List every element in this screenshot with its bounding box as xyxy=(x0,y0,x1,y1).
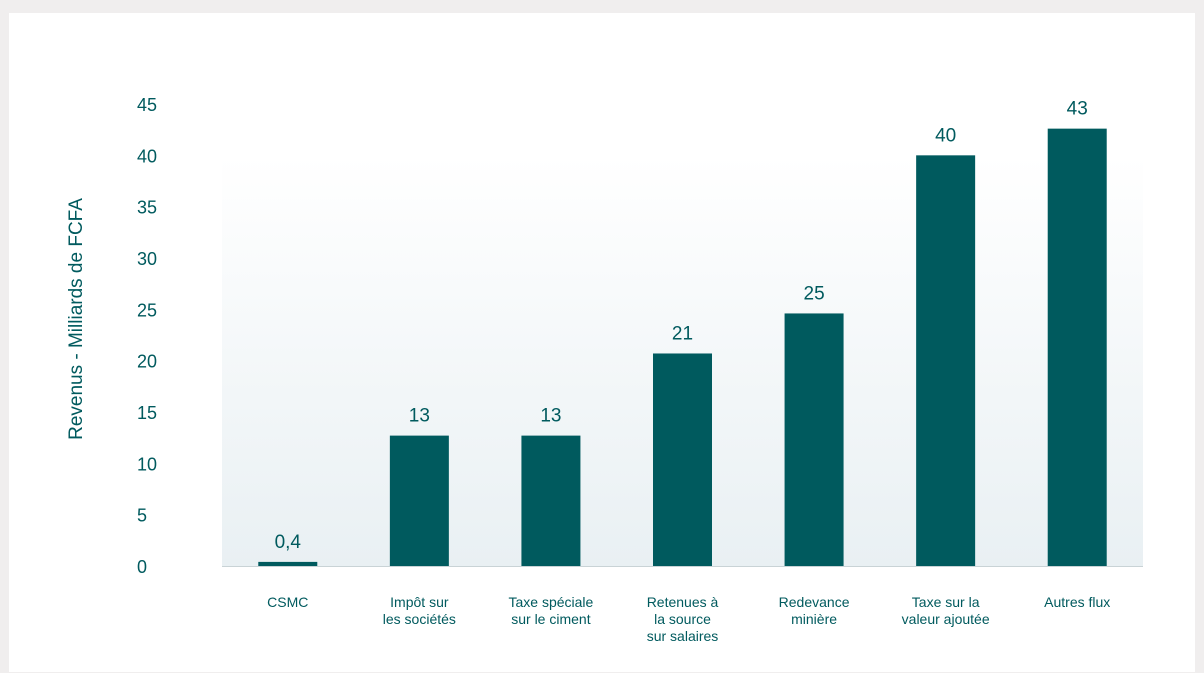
bar-chart: 0 5 10 15 20 25 30 35 40 45 0,4 13 13 21 25 40 43 CSMC I… xyxy=(66,95,1143,644)
bar xyxy=(389,435,449,566)
bar xyxy=(521,435,581,566)
category-label: Taxe spéciale sur le ciment xyxy=(509,594,594,627)
data-label: 25 xyxy=(804,283,825,304)
y-axis: 0 5 10 15 20 25 30 35 40 45 xyxy=(137,95,157,577)
y-tick-label: 30 xyxy=(137,249,157,269)
bar xyxy=(916,155,976,567)
category-label: Impôt sur les sociétés xyxy=(383,594,456,627)
category-label: CSMC xyxy=(267,594,308,610)
data-label: 13 xyxy=(409,406,430,427)
y-tick-label: 0 xyxy=(137,557,147,577)
y-tick-label: 5 xyxy=(137,506,147,526)
chart-card: 0 5 10 15 20 25 30 35 40 45 0,4 13 13 21 25 40 43 CSMC I… xyxy=(9,13,1195,672)
y-tick-label: 45 xyxy=(137,95,157,115)
category-label: Redevance minière xyxy=(779,594,850,627)
y-tick-label: 35 xyxy=(137,198,157,218)
y-tick-label: 10 xyxy=(137,454,157,474)
bar xyxy=(653,353,712,566)
bar xyxy=(1047,128,1107,566)
y-tick-label: 25 xyxy=(137,300,157,320)
x-axis: CSMC Impôt sur les sociétés Taxe spéciale su… xyxy=(222,566,1143,644)
bar xyxy=(784,313,844,566)
y-tick-label: 20 xyxy=(137,352,157,372)
bar xyxy=(258,561,318,566)
data-label: 21 xyxy=(672,323,693,344)
category-label: Autres flux xyxy=(1044,594,1110,610)
category-label: Retenues à la source sur salaires xyxy=(647,594,719,644)
y-tick-label: 40 xyxy=(137,146,157,166)
category-label: Taxe sur la valeur ajoutée xyxy=(902,594,990,627)
data-label: 13 xyxy=(540,406,561,427)
data-label: 40 xyxy=(935,125,956,146)
data-label: 0,4 xyxy=(275,532,302,553)
y-tick-label: 15 xyxy=(137,403,157,423)
data-label: 43 xyxy=(1067,99,1088,120)
y-axis-title: Revenus - Milliards de FCFA xyxy=(66,198,87,440)
bars: 0,4 13 13 21 25 40 43 xyxy=(258,99,1107,567)
